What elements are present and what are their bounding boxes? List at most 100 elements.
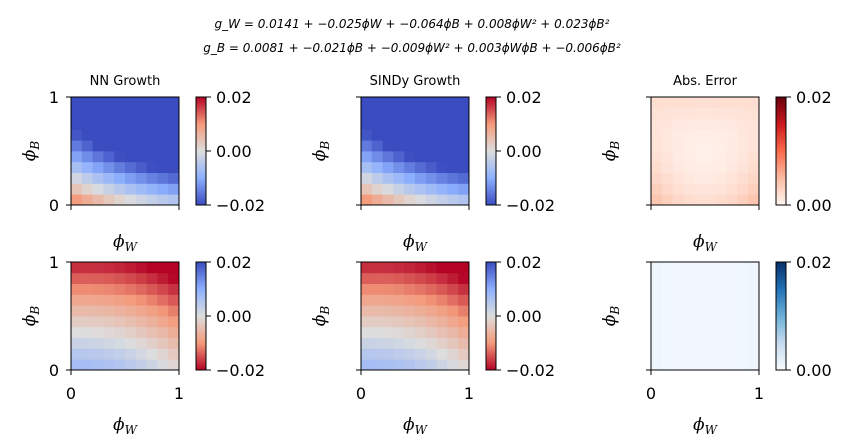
heatmap-cell <box>382 283 394 295</box>
colorbar-segment <box>776 192 786 195</box>
colorbar-segment <box>486 292 496 295</box>
heatmap-cell <box>651 283 663 295</box>
colorbar-segment <box>196 102 206 105</box>
colorbar-segment <box>486 350 496 353</box>
heatmap-cell <box>71 283 83 295</box>
colorbar-segment <box>486 321 496 324</box>
heatmap-cell <box>447 337 459 349</box>
heatmap-cell <box>694 337 706 349</box>
colorbar-segment <box>196 190 206 193</box>
plot-frame <box>650 261 760 371</box>
colorbar-segment <box>776 98 786 101</box>
heatmap-cell <box>447 183 459 195</box>
colorbar-segment <box>486 98 496 101</box>
heatmap-cell <box>683 129 695 141</box>
heatmap-cell <box>393 294 405 306</box>
y-axis-label-subscript: B <box>28 141 42 151</box>
colorbar-segment <box>196 366 206 369</box>
colorbar-segment <box>486 97 496 100</box>
colorbar-segment <box>196 292 206 295</box>
colorbar-segment <box>776 140 786 143</box>
heatmap-cell <box>404 305 416 317</box>
heatmap-cell <box>651 97 663 109</box>
colorbar-segment <box>776 350 786 353</box>
colorbar-segment <box>486 294 496 297</box>
heatmap-cell <box>125 151 137 163</box>
heatmap-cell <box>661 172 673 184</box>
heatmap-cell <box>371 262 383 274</box>
colorbar-segment <box>486 152 496 155</box>
heatmap-cell <box>81 140 93 152</box>
colorbar-segment <box>196 337 206 340</box>
colorbar-segment <box>196 350 206 353</box>
colorbar-segment <box>776 122 786 125</box>
colorbar-segment <box>196 142 206 145</box>
heatmap-cell <box>157 316 169 328</box>
heatmap-cell <box>425 172 437 184</box>
colorbar-segment <box>196 127 206 130</box>
heatmap-cell <box>125 183 137 195</box>
heatmap-cell <box>447 140 459 152</box>
colorbar-segment <box>196 192 206 195</box>
heatmap-cell <box>436 359 448 371</box>
x-tick-label: 1 <box>174 384 184 403</box>
colorbar-segment <box>486 149 496 152</box>
colorbar-segment <box>776 161 786 164</box>
colorbar-segment <box>196 125 206 128</box>
colorbar-segment <box>196 314 206 317</box>
colorbar-segment <box>776 120 786 123</box>
heatmap-cell <box>146 151 158 163</box>
colorbar-segment <box>196 272 206 275</box>
colorbar-segment <box>776 188 786 191</box>
heatmap-cell <box>393 272 405 284</box>
heatmap-cell <box>404 262 416 274</box>
colorbar-segment <box>776 325 786 328</box>
y-axis-label-subscript: B <box>28 306 42 316</box>
heatmap-cell <box>404 359 416 371</box>
colorbar-segment <box>486 262 496 265</box>
heatmap-cell <box>683 118 695 130</box>
colorbar-segment <box>196 317 206 320</box>
heatmap-cell <box>715 97 727 109</box>
heatmap-cell <box>146 359 158 371</box>
heatmap-cell <box>71 194 83 206</box>
heatmap-cell <box>458 97 470 109</box>
panel-3: Abs. Error ϕW ϕB 0.02 0.00 <box>600 74 832 254</box>
heatmap-cell <box>672 272 684 284</box>
heatmap-cell <box>81 151 93 163</box>
colorbar-segment <box>196 109 206 112</box>
colorbar-segment <box>776 274 786 277</box>
heatmap-cell <box>705 305 717 317</box>
heatmap-cell <box>157 97 169 109</box>
heatmap-cell <box>683 283 695 295</box>
heatmap-cell <box>737 140 749 152</box>
heatmap-cell <box>404 107 416 119</box>
colorbar-segment <box>196 136 206 139</box>
colorbar-segment <box>776 179 786 182</box>
heatmap-cell <box>683 326 695 338</box>
colorbar-segment <box>196 156 206 159</box>
heatmap-cell <box>748 172 760 184</box>
colorbar-segment <box>776 280 786 283</box>
colorbar-segment <box>776 301 786 304</box>
heatmap-cell <box>168 337 180 349</box>
colorbar-segment <box>776 136 786 139</box>
colorbar-segment <box>196 287 206 290</box>
heatmap-cell <box>447 118 459 130</box>
x-tick-label: 0 <box>356 384 366 403</box>
colorbar-segment <box>196 188 206 191</box>
colorbar-segment <box>776 334 786 337</box>
plot-frame <box>360 96 470 206</box>
heatmap-cell <box>458 359 470 371</box>
colorbar-segment <box>196 129 206 132</box>
heatmap-cell <box>361 194 373 206</box>
heatmap-cell <box>393 151 405 163</box>
colorbar-segment <box>196 326 206 329</box>
colorbar-segment <box>196 334 206 337</box>
heatmap-cell <box>157 272 169 284</box>
heatmap-cell <box>748 283 760 295</box>
heatmap-cell <box>382 194 394 206</box>
heatmap-cell <box>672 151 684 163</box>
colorbar-segment <box>486 115 496 118</box>
heatmap-cell <box>661 183 673 195</box>
